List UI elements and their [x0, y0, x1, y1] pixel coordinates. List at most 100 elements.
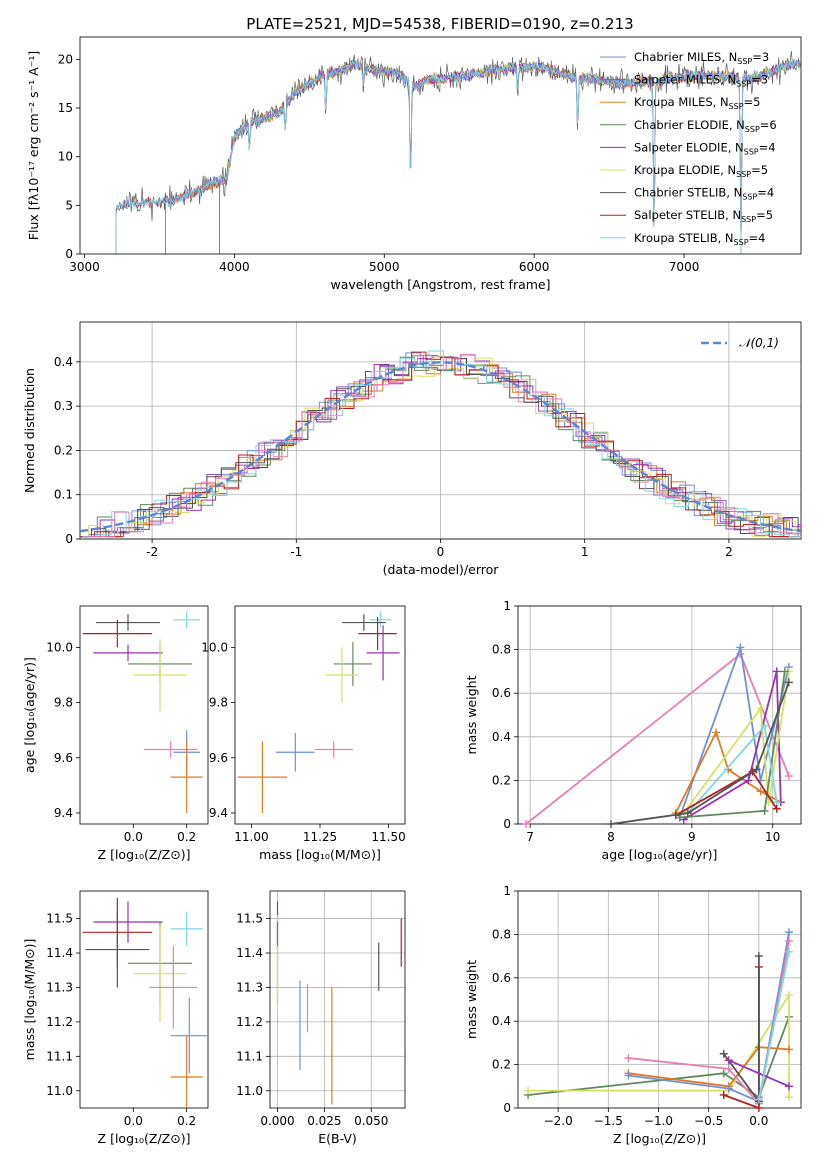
y-tick-label: 9.4	[54, 806, 73, 820]
errorbar-point	[133, 925, 187, 1022]
x-axis-label: age [log₁₀(age/yr)]	[602, 847, 718, 862]
mass-vs-metallicity-panel: 0.0 0.2 11.0 11.1 11.2 11.3 11.4 11.5 Z [log₁₀(Z…	[22, 890, 209, 1146]
axes-frame	[517, 605, 802, 825]
y-tick-label: 11.3	[46, 980, 73, 994]
x-axis-label: Z [log₁₀(Z/Z⊙)]	[613, 1131, 706, 1146]
weight-series	[675, 667, 789, 822]
x-tick-label: 3000	[69, 260, 100, 274]
axes-frame	[79, 36, 802, 255]
weight-series	[606, 678, 793, 828]
weight-marker	[772, 804, 781, 813]
y-tick-label: 0	[503, 817, 511, 831]
weight-marker	[754, 1095, 763, 1104]
y-axis-label: mass weight	[464, 960, 479, 1039]
errorbar-point	[170, 741, 203, 813]
weight-marker	[524, 1086, 533, 1095]
x-tick-label: 9	[688, 830, 696, 844]
y-tick-label: 0.2	[492, 773, 511, 787]
x-tick-label: 0.025	[307, 1114, 341, 1128]
x-tick-label: 0.000	[260, 1114, 294, 1128]
weight-line	[610, 681, 790, 825]
legend-label: Chabrier MILES, NSSP=3	[634, 50, 769, 66]
x-tick-label: −0.5	[694, 1114, 723, 1128]
x-axis-label: Z [log₁₀(Z/Z⊙)]	[98, 847, 191, 862]
y-tick-label: 0.6	[492, 686, 511, 700]
x-tick-label: −1.0	[644, 1114, 673, 1128]
y-tick-label: 0.6	[492, 971, 511, 985]
weight-marker	[522, 820, 531, 828]
y-axis-label: Flux [fλ10⁻¹⁷ erg cm⁻² s⁻¹ A⁻¹]	[26, 51, 41, 240]
spectrum-model-line	[115, 60, 801, 254]
y-tick-label: 0.4	[492, 1014, 511, 1028]
residuals-panel: -2 -1 0 1 2 0 0.1 0.2 0.3 0.4 (data-model)/error No…	[22, 321, 802, 577]
errorbar-point	[170, 911, 203, 947]
histogram-step	[80, 352, 801, 538]
x-tick-label: −1.5	[594, 1114, 623, 1128]
weight-marker	[719, 1069, 728, 1078]
x-tick-label: 0.2	[177, 1114, 196, 1128]
errorbar-point	[173, 611, 200, 629]
x-tick-label: 4000	[219, 260, 250, 274]
weight-series	[724, 1056, 793, 1091]
y-tick-label: 11.4	[46, 946, 73, 960]
histogram-step	[80, 355, 801, 538]
y-tick-label: 11.1	[236, 1049, 263, 1063]
weight-line	[758, 951, 790, 1100]
spectrum-model-line	[115, 60, 801, 254]
spectrum-model-line	[165, 59, 801, 254]
axes-frame	[79, 605, 209, 825]
x-tick-label: 0.050	[354, 1114, 388, 1128]
legend-label: Salpeter STELIB, NSSP=5	[634, 208, 773, 224]
weight-line	[683, 671, 790, 814]
axes-frame	[269, 890, 406, 1109]
x-axis-label: wavelength [Angstrom, rest frame]	[330, 277, 550, 292]
y-tick-label: 11.0	[46, 1084, 73, 1098]
legend-label: Chabrier ELODIE, NSSP=6	[634, 118, 777, 134]
errorbar-point	[366, 625, 400, 681]
weight-marker	[606, 820, 615, 828]
y-tick-label: 0.2	[54, 443, 73, 457]
weight-marker	[784, 1093, 793, 1102]
weight-series	[679, 667, 793, 818]
weight-marker	[760, 721, 769, 730]
weight-line	[728, 1059, 790, 1088]
weight-marker	[624, 1054, 633, 1063]
x-tick-label: 11.25	[303, 830, 337, 844]
weight-line	[678, 647, 790, 818]
y-tick-label: 1	[503, 884, 511, 898]
y-tick-label: 9.8	[54, 696, 73, 710]
errorbar-point	[170, 1035, 203, 1108]
histogram-plot-area	[80, 350, 801, 539]
mass-weight-vs-age-panel: 7 8 9 10 0 0.2 0.4 0.6 0.8 1 age [log₁₀(age/yr)] ma…	[464, 599, 802, 862]
y-tick-label: 0.4	[492, 730, 511, 744]
y-tick-label: 0.2	[492, 1058, 511, 1072]
weight-series	[754, 947, 793, 1104]
y-axis-label: Normed distribution	[22, 368, 37, 493]
errorbar-point	[93, 644, 163, 662]
x-tick-label: 0.0	[124, 1114, 143, 1128]
errorbar-plot-area	[276, 901, 402, 1105]
x-tick-label: 7000	[669, 260, 700, 274]
y-tick-label: 0.1	[54, 488, 73, 502]
x-tick-label: 0.2	[177, 830, 196, 844]
errorbar-point	[358, 617, 397, 651]
y-tick-label: 9.4	[209, 806, 228, 820]
y-tick-label: 10.0	[46, 640, 73, 654]
errorbar-point	[85, 911, 150, 988]
mass-vs-extinction-panel: 0.000 0.025 0.050 11.0 11.1 11.2 11.3 11.4 11.5 E…	[236, 890, 406, 1146]
errorbar-point	[96, 614, 160, 631]
errorbar-point	[314, 741, 353, 758]
histogram-step	[80, 355, 801, 539]
weight-marker	[756, 787, 765, 796]
weight-series	[719, 962, 763, 1112]
y-tick-label: 0.4	[54, 355, 73, 369]
y-tick-label: 11.5	[46, 912, 73, 926]
weight-marker	[784, 928, 793, 937]
legend-label: Kroupa MILES, NSSP=5	[634, 95, 760, 111]
errorbar-point	[325, 647, 359, 703]
spectrum-model-line	[219, 60, 801, 254]
age-vs-mass-panel: 11.00 11.25 11.50 9.4 9.6 9.8 10.0 mass [log₁₀(…	[201, 605, 406, 862]
errorbar-point	[341, 614, 386, 631]
errorbar-point	[93, 901, 163, 943]
